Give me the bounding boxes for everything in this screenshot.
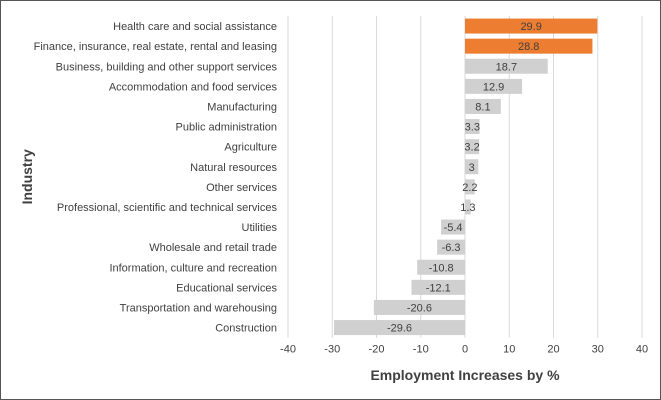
data-label: -12.1	[426, 282, 451, 294]
category-label: Manufacturing	[207, 101, 277, 113]
bar	[465, 18, 598, 34]
data-label: -20.6	[407, 302, 432, 314]
bar	[465, 38, 593, 54]
category-label: Other services	[206, 182, 277, 194]
data-label: -6.3	[442, 242, 461, 254]
category-label: Educational services	[176, 282, 277, 294]
x-tick-label: 0	[462, 344, 468, 356]
x-tick-label: 10	[503, 344, 515, 356]
y-axis-title: Industry	[19, 149, 35, 204]
category-label: Wholesale and retail trade	[149, 242, 277, 254]
x-tick-label: -20	[369, 344, 385, 356]
bar	[417, 259, 465, 275]
bar	[411, 279, 465, 295]
bar	[465, 78, 523, 94]
data-label: -5.4	[444, 222, 463, 234]
x-axis-title: Employment Increases by %	[370, 367, 560, 383]
bar	[465, 58, 548, 74]
data-label: 2.2	[462, 182, 477, 194]
data-label: 12.9	[483, 81, 504, 93]
data-label: 8.1	[475, 101, 490, 113]
data-label: 3.2	[464, 142, 479, 154]
x-tick-label: -10	[413, 344, 429, 356]
category-label: Health care and social assistance	[113, 21, 277, 33]
bar	[465, 159, 479, 175]
category-label: Accommodation and food services	[109, 81, 278, 93]
x-tick-label: -40	[280, 344, 296, 356]
data-label: 29.9	[520, 21, 541, 33]
category-label: Construction	[215, 323, 277, 335]
category-label: Natural resources	[190, 162, 277, 174]
category-label: Transportation and warehousing	[120, 302, 277, 314]
x-tick-label: 30	[592, 344, 604, 356]
bar	[465, 119, 480, 135]
x-tick-labels: -40 -30 -20 -10 0 10 20 30 40	[280, 344, 648, 356]
data-label: -29.6	[387, 323, 412, 335]
data-label: 3.3	[465, 122, 480, 134]
data-label: 1.3	[460, 202, 475, 214]
data-label: 3	[469, 162, 475, 174]
data-label: -10.8	[429, 262, 454, 274]
bar	[441, 219, 465, 235]
category-label: Agriculture	[224, 142, 277, 154]
category-label: Public administration	[176, 122, 278, 134]
data-label: 18.7	[496, 61, 517, 73]
bar	[465, 139, 480, 155]
category-labels: Health care and social assistance Finance…	[34, 21, 278, 335]
category-label: Business, building and other support ser…	[56, 61, 278, 73]
category-label: Utilities	[242, 222, 278, 234]
bar	[465, 98, 501, 114]
category-label: Finance, insurance, real estate, rental …	[34, 41, 277, 53]
data-label: 28.8	[518, 41, 539, 53]
x-tick-label: 20	[547, 344, 559, 356]
bar	[437, 239, 465, 255]
category-label: Professional, scientific and technical s…	[57, 202, 278, 214]
data-labels: 29.9 28.818.7 12.9 8.1 3.3 3.2 3 2.2 1.3 -5.4 -6.3…	[387, 21, 542, 335]
bar	[334, 320, 465, 336]
x-tick-label: -30	[324, 344, 340, 356]
bar	[465, 199, 471, 215]
x-tick-label: 40	[636, 344, 648, 356]
category-label: Information, culture and recreation	[109, 262, 277, 274]
bars	[334, 18, 598, 336]
bar	[373, 299, 465, 315]
bar	[465, 179, 475, 195]
